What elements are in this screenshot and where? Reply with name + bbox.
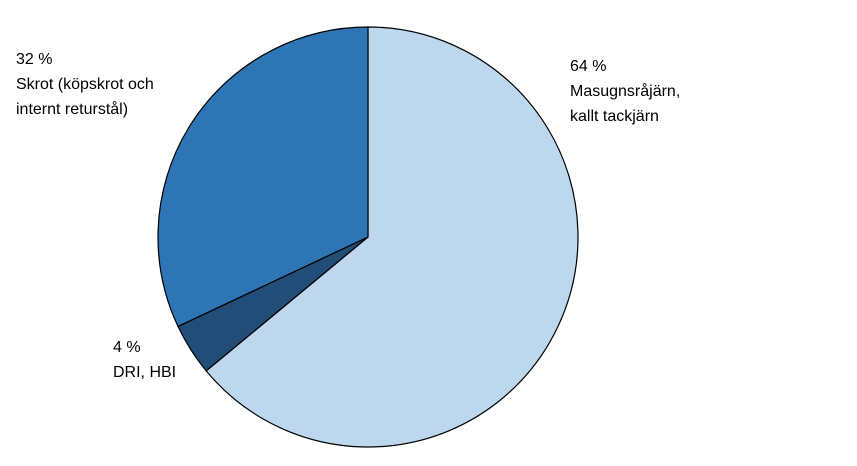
pie-slice <box>205 26 579 448</box>
category-label: DRI, HBI <box>113 364 176 381</box>
category-label: Skrot (köpskrot och <box>16 76 154 93</box>
category-label: internt returstål) <box>16 100 128 118</box>
value-label: 32 % <box>16 51 52 68</box>
value-label: 4 % <box>113 339 141 356</box>
category-label: Masugnsråjärn, <box>570 82 680 100</box>
category-label: kallt tackjärn <box>570 108 659 125</box>
pie-slice <box>157 26 369 328</box>
value-label: 64 % <box>570 58 606 75</box>
